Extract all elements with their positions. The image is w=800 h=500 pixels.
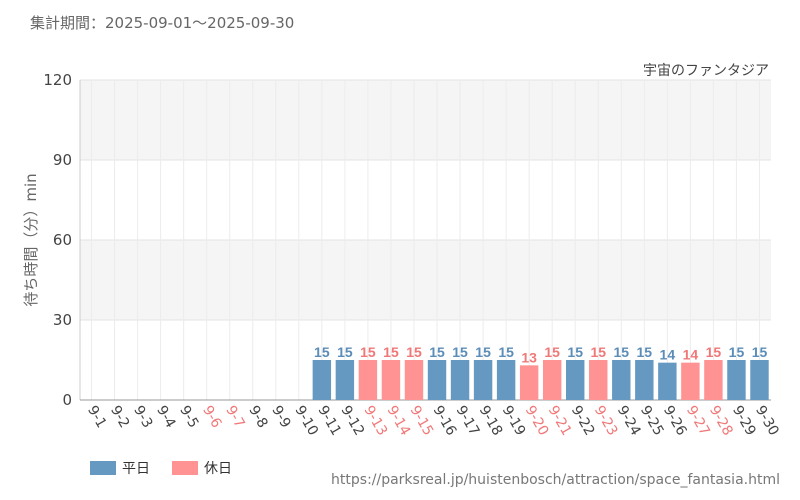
x-tick-label-9-22: 9-22 xyxy=(568,403,598,439)
data-label-9-23: 15 xyxy=(590,344,606,360)
x-tick-label-9-25: 9-25 xyxy=(637,403,667,439)
x-tick-label-9-12: 9-12 xyxy=(337,403,367,439)
bar-9-15 xyxy=(404,360,424,400)
band-0-30 xyxy=(80,320,771,400)
bar-9-17 xyxy=(450,360,470,400)
legend-item-holiday: 休日 xyxy=(172,458,232,478)
x-tick-label-9-3: 9-3 xyxy=(130,403,155,431)
x-tick-label-9-15: 9-15 xyxy=(407,403,437,439)
bar-9-11 xyxy=(312,360,332,400)
legend-label-holiday: 休日 xyxy=(204,461,232,477)
y-tick-labels: 0 30 60 90 120 xyxy=(43,71,72,409)
background-bands xyxy=(80,80,771,400)
data-label-9-29: 15 xyxy=(729,344,745,360)
x-tick-label-9-19: 9-19 xyxy=(499,403,529,439)
x-tick-label-9-16: 9-16 xyxy=(430,403,460,439)
bar-9-26 xyxy=(658,362,677,400)
x-tick-label-9-1: 9-1 xyxy=(84,403,109,431)
y-tick-label: 120 xyxy=(43,71,72,89)
data-label-9-28: 15 xyxy=(706,344,722,360)
bar-9-20 xyxy=(519,365,539,400)
x-tick-label-9-20: 9-20 xyxy=(522,403,552,439)
x-tick-labels: 9-19-29-39-49-59-69-79-89-99-109-119-129… xyxy=(84,403,782,439)
x-tick-label-9-27: 9-27 xyxy=(683,403,713,439)
x-tick-label-9-29: 9-29 xyxy=(729,403,759,439)
legend-swatch-holiday xyxy=(172,461,198,475)
data-label-9-13: 15 xyxy=(360,344,376,360)
data-label-9-25: 15 xyxy=(637,344,653,360)
data-label-9-24: 15 xyxy=(613,344,629,360)
x-tick-label-9-2: 9-2 xyxy=(107,403,132,431)
x-tick-label-9-23: 9-23 xyxy=(591,403,621,439)
bar-9-18 xyxy=(473,360,493,400)
x-tick-label-9-4: 9-4 xyxy=(153,403,178,431)
data-label-9-27: 14 xyxy=(683,347,699,363)
chart-title: 宇宙のファンタジア xyxy=(643,63,769,79)
bar-9-14 xyxy=(381,360,401,400)
y-tick-label: 90 xyxy=(53,151,72,169)
data-label-9-30: 15 xyxy=(752,344,768,360)
source-url: https://parksreal.jp/huistenbosch/attrac… xyxy=(331,472,780,488)
x-tick-label-9-14: 9-14 xyxy=(383,403,413,439)
x-tick-label-9-17: 9-17 xyxy=(453,403,483,439)
bar-9-27 xyxy=(681,362,700,400)
bar-9-28 xyxy=(704,360,723,400)
x-tick-label-9-7: 9-7 xyxy=(222,403,247,431)
data-label-9-20: 13 xyxy=(521,349,537,365)
gridlines xyxy=(79,79,771,401)
band-30-60 xyxy=(80,240,771,320)
x-tick-label-9-5: 9-5 xyxy=(176,403,201,431)
x-tick-label-9-26: 9-26 xyxy=(660,403,690,439)
bar-9-22 xyxy=(566,360,585,400)
band-90-120 xyxy=(80,80,771,160)
bars xyxy=(312,360,769,400)
x-tick-label-9-6: 9-6 xyxy=(199,403,224,431)
data-label-9-16: 15 xyxy=(429,344,445,360)
y-tick-label: 30 xyxy=(53,311,72,329)
x-tick-label-9-13: 9-13 xyxy=(360,403,390,439)
data-label-9-11: 15 xyxy=(314,344,330,360)
bar-9-12 xyxy=(335,360,355,400)
x-tick-label-9-8: 9-8 xyxy=(245,403,270,431)
bar-9-29 xyxy=(727,360,746,400)
bar-9-19 xyxy=(496,360,516,400)
data-label-9-22: 15 xyxy=(567,344,583,360)
data-label-9-18: 15 xyxy=(475,344,491,360)
collection-period: 集計期間：2025-09-01～2025-09-30 xyxy=(30,14,295,32)
x-tick-label-9-18: 9-18 xyxy=(476,403,506,439)
bar-9-24 xyxy=(612,360,631,400)
data-label-9-12: 15 xyxy=(337,344,353,360)
x-tick-label-9-30: 9-30 xyxy=(752,403,782,439)
data-label-9-14: 15 xyxy=(383,344,399,360)
data-label-9-19: 15 xyxy=(498,344,514,360)
data-labels: 15 15 15 15 15 15 15 15 15 13 15 15 15 15 15 14 14 15 15 15 xyxy=(314,344,767,365)
bar-9-23 xyxy=(589,360,608,400)
bar-9-16 xyxy=(427,360,447,400)
legend-item-weekday: 平日 xyxy=(90,458,150,478)
bar-9-21 xyxy=(542,360,562,400)
x-tick-label-9-21: 9-21 xyxy=(545,403,575,439)
y-tick-label: 60 xyxy=(53,231,72,249)
legend-swatch-weekday xyxy=(90,461,116,475)
bar-9-13 xyxy=(358,360,378,400)
legend-label-weekday: 平日 xyxy=(122,461,150,477)
x-tick-label-9-11: 9-11 xyxy=(314,403,344,439)
x-tick-label-9-10: 9-10 xyxy=(291,403,321,439)
data-label-9-15: 15 xyxy=(406,344,422,360)
data-label-9-21: 15 xyxy=(544,344,560,360)
band-60-90 xyxy=(80,160,771,240)
data-label-9-26: 14 xyxy=(660,347,676,363)
x-tick-label-9-9: 9-9 xyxy=(268,403,293,431)
x-tick-label-9-28: 9-28 xyxy=(706,403,736,439)
y-axis-label: 待ち時間（分）min xyxy=(22,173,40,306)
x-tick-label-9-24: 9-24 xyxy=(614,403,644,439)
bar-9-30 xyxy=(750,360,769,400)
y-tick-label: 0 xyxy=(62,391,72,409)
legend: 平日 休日 xyxy=(90,458,232,478)
bar-9-25 xyxy=(635,360,654,400)
data-label-9-17: 15 xyxy=(452,344,468,360)
